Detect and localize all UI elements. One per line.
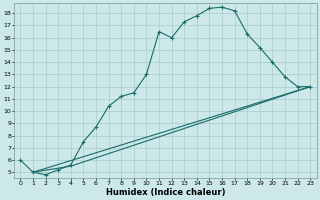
X-axis label: Humidex (Indice chaleur): Humidex (Indice chaleur) bbox=[106, 188, 225, 197]
